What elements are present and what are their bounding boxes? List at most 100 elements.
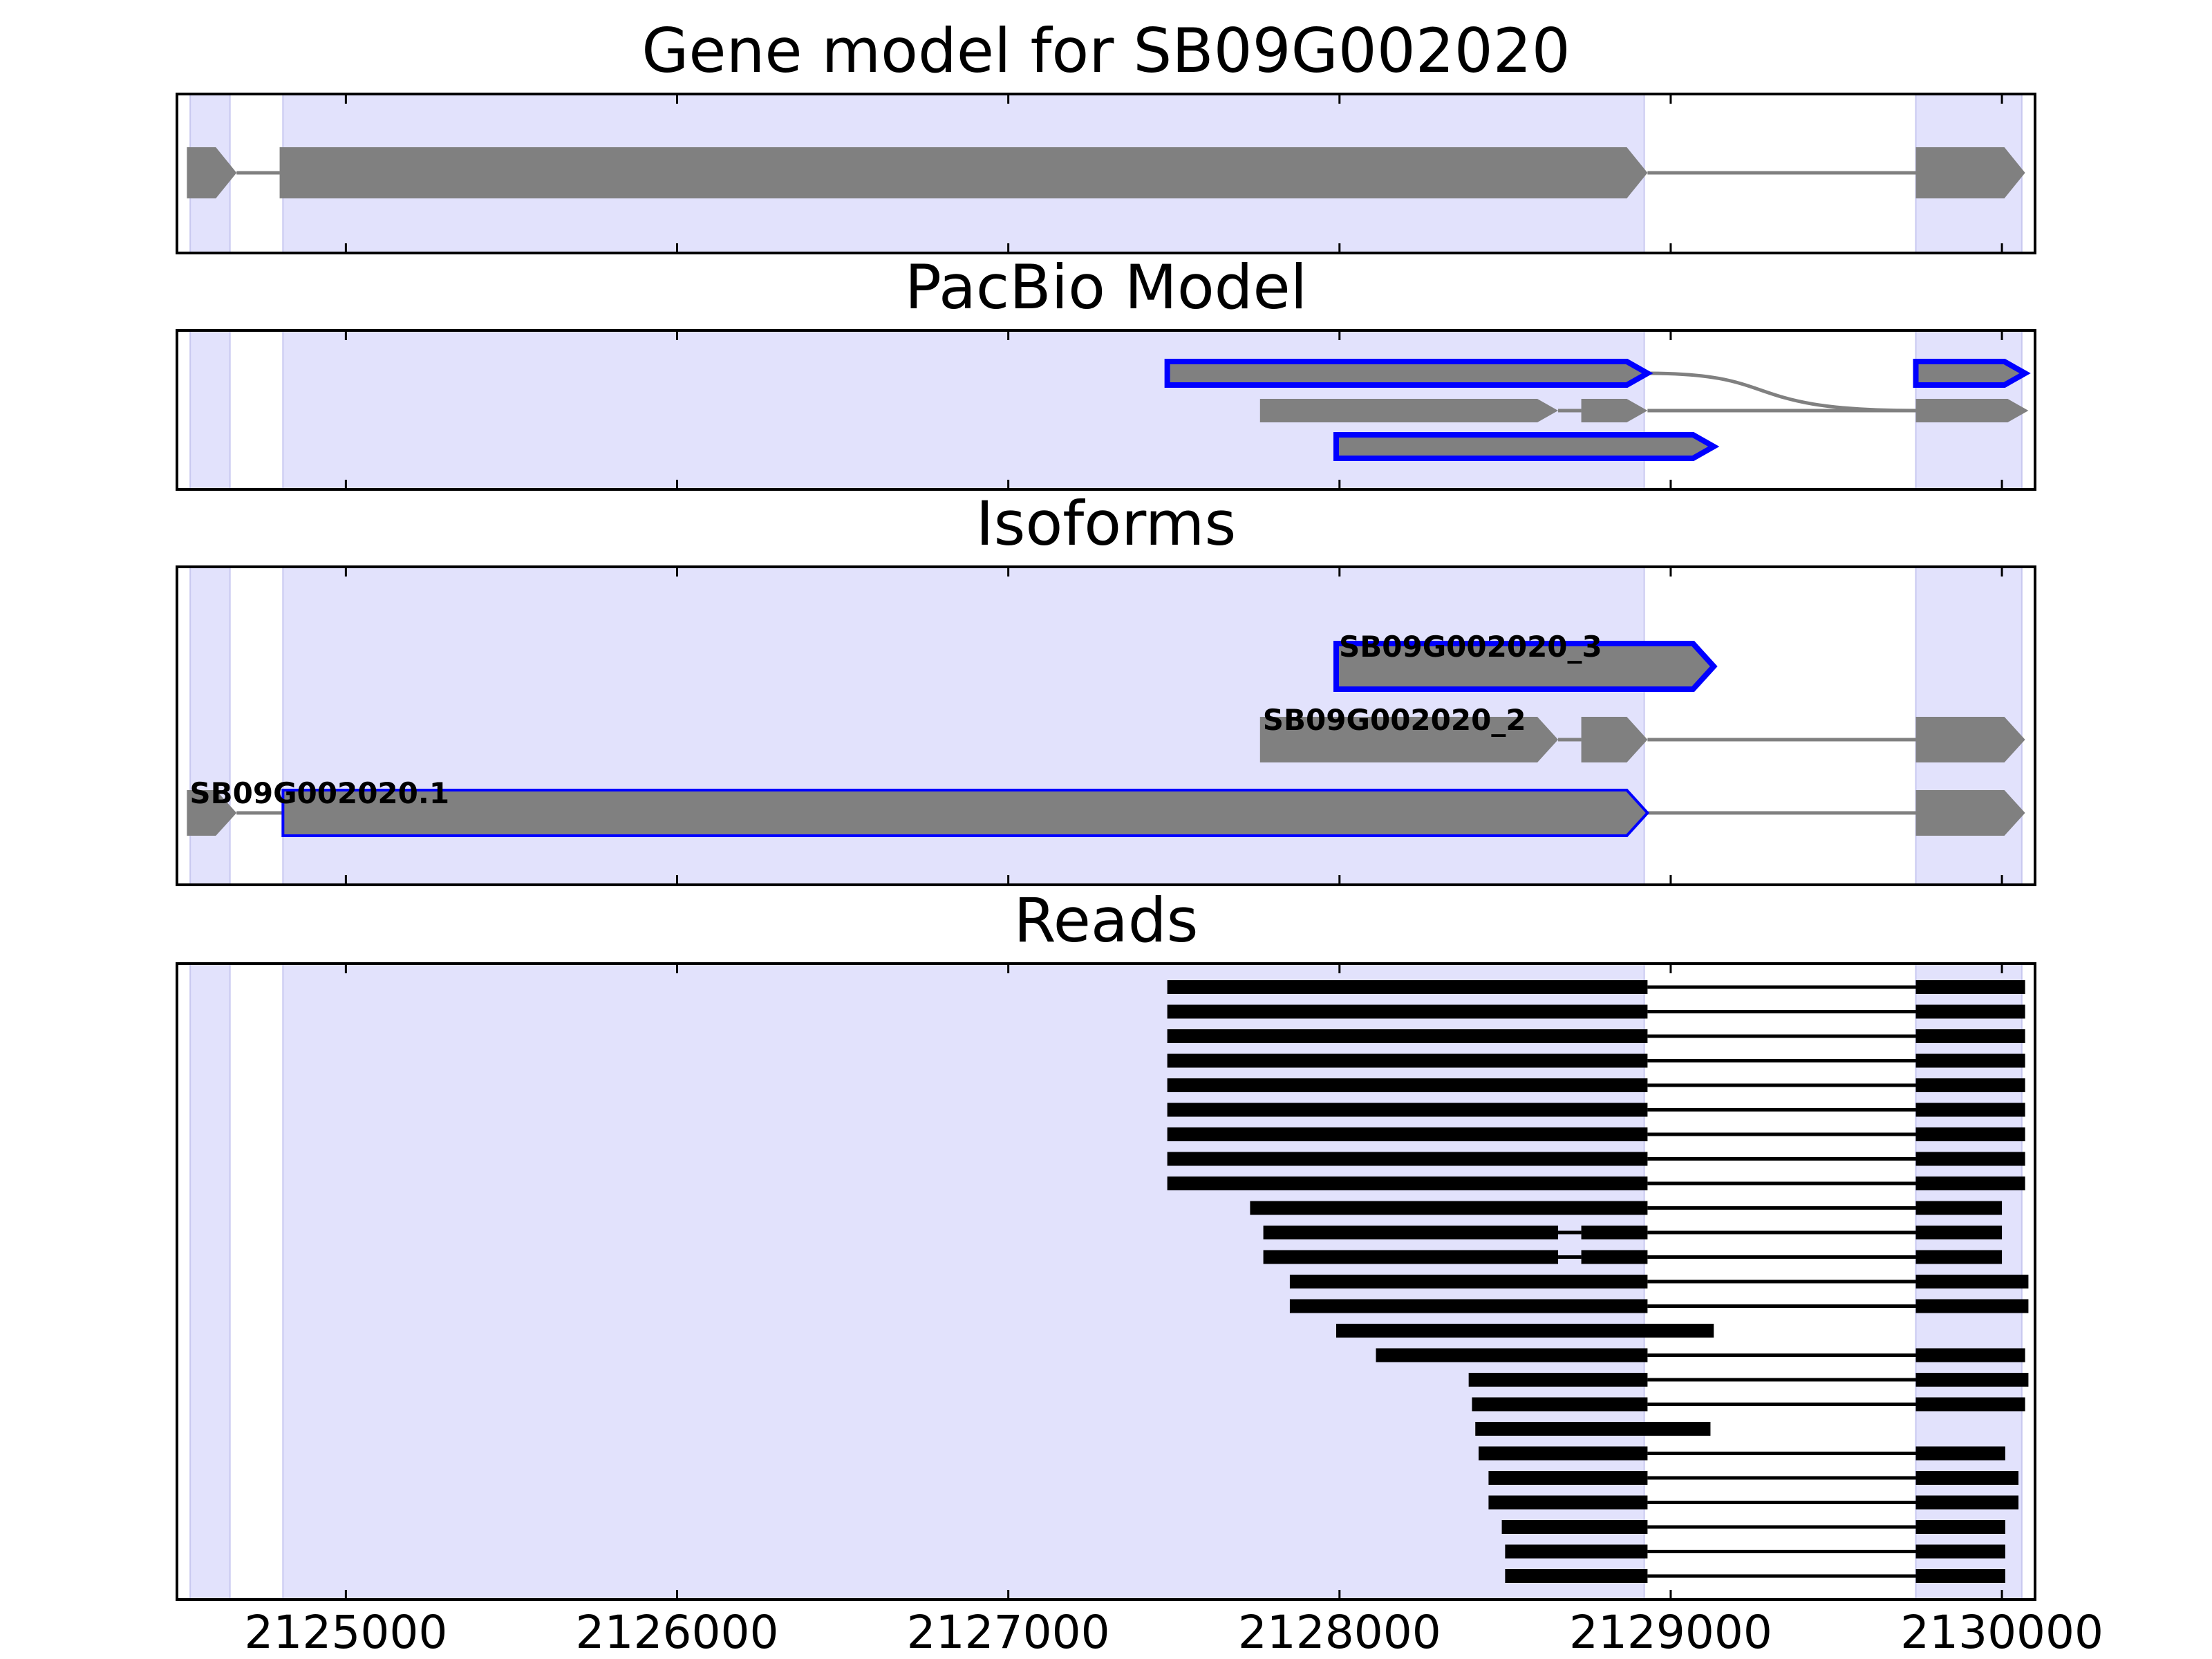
gene-row: SB09G002020_2 xyxy=(1259,703,2025,762)
read-row xyxy=(1167,1029,2025,1043)
gene-row: SB09G002020_3 xyxy=(1333,630,1718,692)
exon-block xyxy=(1915,790,2025,836)
gene-row xyxy=(1333,432,1720,461)
exon-block xyxy=(1333,641,1718,692)
read-exon xyxy=(1915,1250,2003,1264)
read-exon xyxy=(1505,1569,1648,1583)
x-tick-label: 2129000 xyxy=(1569,1606,1772,1659)
exon-block xyxy=(1581,399,1648,422)
read-exon xyxy=(1488,1495,1648,1510)
gene-row xyxy=(187,147,2025,198)
read-exon xyxy=(1376,1348,1648,1362)
read-exon xyxy=(1915,1348,2025,1362)
exon-block xyxy=(1913,359,2031,388)
exon-block xyxy=(187,790,237,836)
isoform-label: SB09G002020.1 xyxy=(189,776,449,810)
panel-title: Isoforms xyxy=(976,488,1237,559)
panel-3: SB09G002020_3 SB09G002020_2 SB09G002020.1 I… xyxy=(176,488,2036,886)
exon-block xyxy=(187,147,237,198)
read-exon xyxy=(1915,1520,2005,1534)
read-exon xyxy=(1167,1004,1648,1019)
read-row xyxy=(1475,1422,1711,1436)
read-exon xyxy=(1167,1177,1648,1190)
read-exon xyxy=(1915,1103,2025,1117)
read-exon xyxy=(1488,1471,1648,1485)
shaded-region xyxy=(189,566,231,885)
read-exon xyxy=(1915,1177,2025,1190)
read-exon xyxy=(1581,1226,1648,1239)
read-exon xyxy=(1915,1201,2003,1215)
read-row xyxy=(1263,1226,2003,1239)
exon-block xyxy=(1259,399,1559,422)
read-row xyxy=(1167,1127,2025,1141)
read-exon xyxy=(1915,1078,2025,1092)
read-row xyxy=(1167,1078,2025,1092)
read-row xyxy=(1167,1152,2025,1166)
read-exon xyxy=(1501,1520,1648,1534)
exon-block xyxy=(281,789,1650,837)
panel-frame xyxy=(176,962,2036,1601)
read-exon xyxy=(1263,1250,1559,1264)
read-exon xyxy=(1915,1152,2025,1166)
read-exon xyxy=(1468,1373,1648,1387)
read-exon xyxy=(1915,1373,2029,1387)
exon-block xyxy=(1333,432,1720,461)
gene-row xyxy=(1259,399,2029,422)
exon-block xyxy=(1915,717,2025,762)
gene-row: SB09G002020.1 xyxy=(187,776,2025,837)
read-exon xyxy=(1263,1226,1559,1239)
read-exon xyxy=(1289,1275,1648,1288)
read-exon xyxy=(1915,1029,2025,1043)
read-exon xyxy=(1167,1029,1648,1043)
read-exon xyxy=(1289,1299,1648,1313)
read-exon xyxy=(1915,1495,2019,1510)
read-exon xyxy=(1475,1422,1711,1436)
read-row xyxy=(1167,1103,2025,1117)
x-tick-label: 2127000 xyxy=(907,1606,1110,1659)
read-row xyxy=(1505,1569,2005,1583)
read-row xyxy=(1479,1446,2005,1461)
read-exon xyxy=(1915,1127,2025,1141)
read-exon xyxy=(1472,1397,1648,1412)
read-exon xyxy=(1915,1544,2005,1559)
intron-line xyxy=(1647,371,1916,413)
read-exon xyxy=(1915,1397,2025,1412)
x-tick-label: 2128000 xyxy=(1238,1606,1441,1659)
read-exon xyxy=(1915,1299,2029,1313)
panel-frame xyxy=(176,329,2036,491)
panel-frame xyxy=(176,565,2036,886)
read-exon xyxy=(1915,980,2025,994)
read-exon xyxy=(1479,1446,1648,1461)
exon-block xyxy=(1259,717,1559,762)
read-exon xyxy=(1915,1226,2003,1239)
read-row xyxy=(1488,1495,2019,1510)
read-row xyxy=(1167,1004,2025,1019)
read-exon xyxy=(1167,1053,1648,1068)
read-row xyxy=(1488,1471,2019,1485)
read-row xyxy=(1376,1348,2025,1362)
panel-2: PacBio Model xyxy=(176,252,2036,491)
read-exon xyxy=(1250,1201,1648,1215)
read-exon xyxy=(1505,1544,1648,1559)
read-row xyxy=(1250,1201,2003,1215)
read-exon xyxy=(1915,1275,2029,1288)
read-exon xyxy=(1167,980,1648,994)
exon-block xyxy=(1915,399,2029,422)
read-exon xyxy=(1167,1127,1648,1141)
panel-title: PacBio Model xyxy=(905,252,1307,323)
read-exon xyxy=(1336,1324,1714,1338)
isoform-label: SB09G002020_3 xyxy=(1339,630,1602,664)
shaded-region xyxy=(189,963,231,1600)
shaded-region xyxy=(189,330,231,490)
read-row xyxy=(1501,1520,2005,1534)
read-exon xyxy=(1915,1471,2019,1485)
read-row xyxy=(1167,1053,2025,1068)
exon-block xyxy=(279,147,1648,198)
read-row xyxy=(1289,1275,2029,1288)
read-exon xyxy=(1167,1103,1648,1117)
read-row xyxy=(1472,1397,2025,1412)
read-exon xyxy=(1167,1152,1648,1166)
read-exon xyxy=(1167,1078,1648,1092)
exon-block xyxy=(1581,717,1648,762)
